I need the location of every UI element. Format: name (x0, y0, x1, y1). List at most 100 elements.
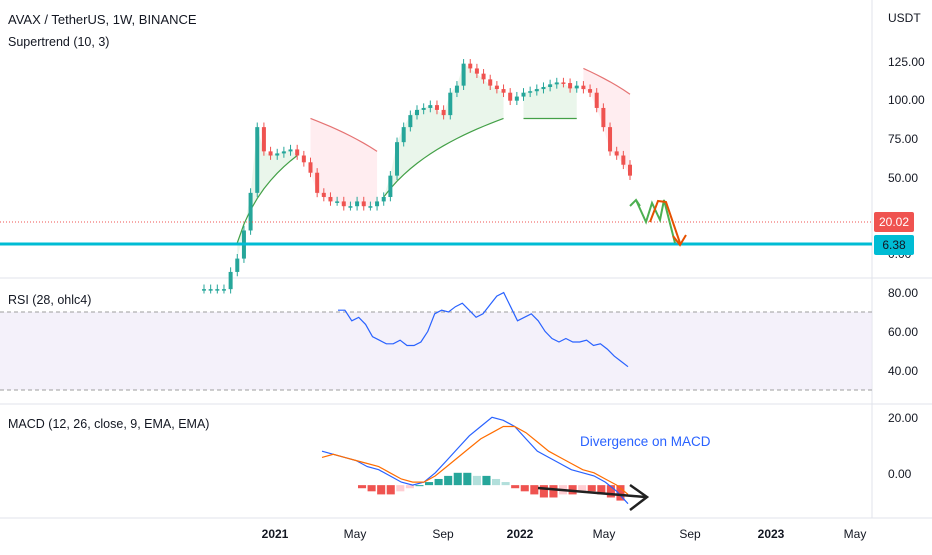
candle-body (415, 109, 419, 116)
candle-body (434, 105, 439, 110)
supertrend-up-fill (237, 127, 298, 259)
candle-body (474, 68, 479, 74)
candle-body (255, 127, 260, 193)
macd-histogram-bar (396, 485, 405, 492)
macd-histogram-bar (425, 482, 434, 486)
price-tick-label: 75.00 (888, 132, 918, 146)
candle-body (368, 206, 373, 208)
macd-histogram-bar (520, 485, 529, 492)
macd-histogram-bar (367, 485, 376, 492)
macd-histogram-bar (530, 485, 539, 495)
candle-body (594, 92, 599, 108)
candle-body (341, 201, 346, 207)
candle-body (568, 83, 573, 89)
supertrend-down-line (310, 117, 378, 152)
last-price-badge (874, 212, 914, 232)
candle-body (355, 201, 360, 207)
candle-body (328, 196, 333, 202)
drawn-arrow-down (672, 234, 687, 247)
macd-histogram-bar (463, 472, 472, 486)
rsi-title: RSI (28, ohlc4) (8, 293, 91, 307)
candle-body (548, 84, 553, 87)
drawn-zigzag-green (635, 199, 676, 244)
macd-histogram-bar (587, 485, 596, 492)
candle-body (388, 175, 393, 197)
macd-histogram-bar (578, 485, 587, 492)
candle-body (428, 105, 433, 108)
candle-body (601, 107, 606, 128)
macd-histogram-bar (415, 485, 424, 487)
candle-body (315, 172, 320, 193)
macd-histogram-bar (539, 485, 548, 498)
time-tick-label: Sep (679, 527, 701, 541)
candle-body (395, 142, 400, 176)
rsi-tick-label: 80.00 (888, 286, 918, 300)
supertrend-down-fill (310, 118, 378, 207)
macd-tick-label: 0.00 (888, 467, 912, 481)
macd-histogram-bar (597, 485, 606, 495)
macd-histogram-bar (453, 472, 462, 486)
candle-body (481, 73, 486, 80)
rsi-line (338, 291, 629, 368)
candle-body (621, 155, 626, 165)
macd-histogram-bar (377, 485, 386, 495)
time-tick-label: 2022 (507, 527, 534, 541)
time-tick-label: May (844, 527, 867, 541)
macd-histogram-bar (511, 485, 520, 489)
candle-body (348, 206, 353, 208)
time-axis: 2021 May Sep 2022 May Sep 2023 May (262, 527, 867, 541)
candle-body (608, 127, 613, 152)
candle-body (501, 89, 506, 93)
price-tick-label: 100.00 (888, 93, 925, 107)
rsi-axis: 80.00 60.00 40.00 (888, 286, 918, 378)
macd-histogram-bar (472, 475, 481, 486)
candle-body (461, 63, 466, 86)
candle-body (335, 201, 340, 203)
time-tick-label: May (344, 527, 367, 541)
candle-body (454, 85, 459, 93)
candle-body (448, 92, 453, 116)
macd-histogram-bar (482, 475, 491, 486)
candle-body (215, 289, 220, 291)
candle-body (528, 91, 533, 93)
candle-body (614, 151, 619, 156)
candle-body (494, 85, 499, 90)
price-tick-label: 125.00 (888, 55, 925, 69)
divergence-arrow-line (537, 486, 646, 499)
macd-tick-label: 20.00 (888, 411, 918, 425)
macd-line (321, 416, 629, 505)
candle-body (534, 89, 539, 92)
candle-body (588, 89, 593, 93)
time-tick-label: May (593, 527, 616, 541)
candle-body (268, 151, 273, 156)
candle-body (408, 115, 413, 128)
candle-body (488, 79, 493, 86)
supertrend-layer (236, 63, 631, 259)
rsi-tick-label: 60.00 (888, 325, 918, 339)
candle-body (554, 82, 559, 85)
supertrend-up-line (383, 117, 504, 198)
divergence-annotation: Divergence on MACD (580, 434, 711, 449)
macd-histogram-bar (358, 485, 367, 489)
candle-body (468, 63, 473, 69)
candle-body (321, 192, 326, 197)
candle-body (508, 92, 513, 101)
supertrend-up-line (236, 155, 298, 244)
supertrend-down-line (583, 67, 631, 95)
candle-body (421, 107, 426, 110)
rsi-tick-label: 40.00 (888, 364, 918, 378)
macd-histogram-bar (444, 475, 453, 486)
macd-histogram-bar (549, 485, 558, 498)
signal-line (321, 425, 629, 495)
candle-body (441, 109, 446, 116)
candle-body (202, 289, 206, 291)
support-badge (874, 235, 914, 255)
candle-body (208, 289, 213, 291)
price-tick-label: 50.00 (888, 171, 918, 185)
macd-histogram (358, 472, 625, 501)
macd-histogram-bar (492, 478, 501, 486)
candle-body (361, 201, 366, 207)
time-tick-label: Sep (432, 527, 454, 541)
